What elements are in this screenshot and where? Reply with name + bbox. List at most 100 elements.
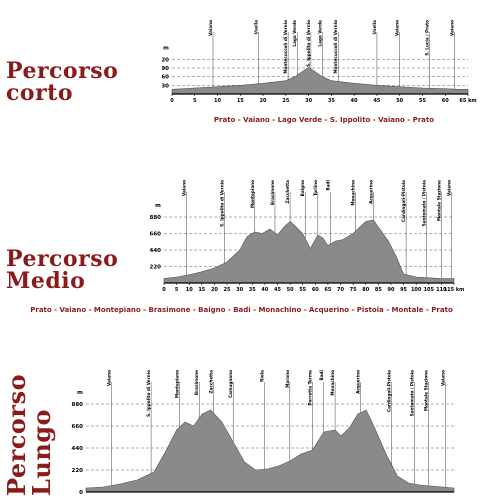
waypoint-label: S. Ippolito di Vernio bbox=[146, 370, 151, 417]
x-tick-label: 15 bbox=[198, 287, 205, 293]
elevation-chart-medio: 220 440 660 880 m Vaiano S. Ippolito di Vernio… bbox=[150, 179, 465, 293]
title-percorso-lungo: Percorso Lungo bbox=[2, 373, 56, 496]
elevation-area bbox=[171, 66, 469, 95]
waypoint-label: Montale Stazione bbox=[424, 370, 429, 411]
x-tick-label: 60 bbox=[442, 98, 449, 104]
waypoint-label: Vaiano bbox=[208, 20, 213, 36]
x-tick-label: 50 bbox=[396, 98, 403, 104]
y-tick-label: 220 bbox=[72, 468, 84, 474]
x-tick-label: 40 bbox=[351, 98, 358, 104]
x-tick-label: 115 km bbox=[444, 287, 465, 293]
x-tick-label: 30 bbox=[236, 287, 243, 293]
y-tick-label: 440 bbox=[72, 446, 84, 452]
x-tick-label: 75 bbox=[350, 287, 357, 293]
y-tick-label: 520 bbox=[162, 57, 169, 63]
waypoint-label: Torlino bbox=[313, 180, 318, 196]
x-tick-label: 45 bbox=[373, 98, 380, 104]
waypoint-label: Badi bbox=[319, 369, 324, 380]
waypoint-label: Monachino bbox=[351, 180, 356, 206]
elevation-chart-corto: 130260390520mVaianoUsellaMontecuccoli di… bbox=[162, 20, 477, 104]
x-tick-label: 20 bbox=[260, 98, 267, 104]
y-tick-label: 390 bbox=[162, 66, 169, 72]
x-tick-label: 25 bbox=[282, 98, 289, 104]
waypoint-label: Santomato / Pistoia bbox=[421, 180, 426, 227]
x-tick-label: 65 km bbox=[459, 98, 476, 104]
elevation-chart-lungo: 0 220 440 660 880 m Vaiano S. Ippolito di Verni… bbox=[72, 369, 455, 496]
y-tick-label: 660 bbox=[150, 232, 161, 238]
y-unit-label: m bbox=[163, 45, 169, 51]
x-tick-label: 15 bbox=[237, 98, 244, 104]
waypoint-label: Baigno bbox=[300, 180, 305, 196]
title-percorso-medio: Percorso Medio bbox=[6, 248, 118, 292]
waypoint-label: Montale Stazione bbox=[436, 180, 441, 221]
route-caption-corto: Prato - Vaiano - Lago Verde - S. Ippolit… bbox=[213, 116, 435, 124]
waypoint-label: Cardingoli-Pistoia bbox=[387, 370, 392, 412]
waypoint-label: Cardingoli-Pistoia bbox=[401, 180, 406, 222]
x-tick-label: 85 bbox=[375, 287, 382, 293]
title-line-1: Percorso bbox=[2, 373, 31, 496]
y-tick-label: 880 bbox=[72, 402, 84, 408]
waypoint-label: Camugnano bbox=[228, 370, 233, 398]
x-tick-label: 55 bbox=[419, 98, 426, 104]
waypoint-label: S. Lucia / Prato bbox=[424, 20, 429, 56]
waypoint-label: Zacchetta bbox=[208, 370, 213, 394]
waypoint-label: Monachino bbox=[330, 370, 335, 396]
x-tick-label: 20 bbox=[211, 287, 218, 293]
x-tick-label: 25 bbox=[224, 287, 231, 293]
title-line-1: Percorso bbox=[6, 246, 119, 272]
x-tick-label: 10 bbox=[186, 287, 193, 293]
title-percorso-lungo-wrap: Percorso Lungo bbox=[0, 358, 56, 500]
y-unit-label: m bbox=[77, 390, 83, 396]
waypoint-label: Lago Verde bbox=[317, 20, 322, 47]
x-tick-label: 65 bbox=[324, 287, 331, 293]
x-tick-label: 40 bbox=[261, 287, 268, 293]
x-tick-label: 90 bbox=[387, 287, 394, 293]
waypoint-label: Lago Verde bbox=[292, 20, 297, 47]
x-tick-label: 0 bbox=[162, 287, 166, 293]
waypoint-label: Usella bbox=[254, 20, 259, 35]
y-tick-label: 260 bbox=[162, 75, 169, 81]
waypoint-label: Vaiano bbox=[182, 180, 187, 196]
elevation-area bbox=[85, 409, 455, 493]
x-tick-label: 35 bbox=[249, 287, 256, 293]
x-tick-label: 60 bbox=[312, 287, 319, 293]
x-tick-label: 5 bbox=[193, 98, 197, 104]
title-line-1: Percorso bbox=[6, 58, 119, 84]
x-tick-label: 110 bbox=[436, 287, 447, 293]
waypoint-label: Usella bbox=[372, 20, 377, 35]
y-tick-label: 660 bbox=[72, 424, 84, 430]
waypoint-label: Montecuccoli di Vernio bbox=[283, 20, 288, 74]
waypoint-label: Badi bbox=[325, 179, 330, 190]
waypoint-label: Montecuccoli di Vernio bbox=[333, 20, 338, 74]
waypoint-label: Vaiano bbox=[441, 370, 446, 386]
x-tick-label: 45 bbox=[274, 287, 281, 293]
x-tick-label: 95 bbox=[400, 287, 407, 293]
waypoint-label: S. Ippolito di Vernio bbox=[306, 20, 311, 67]
route-caption-medio: Prato - Vaiano - Montepiano - Brasimone … bbox=[30, 306, 453, 314]
title-line-2: corto bbox=[6, 80, 73, 106]
waypoint-label: Vaiano bbox=[395, 20, 400, 36]
waypoint-label: Zacchetta bbox=[285, 180, 290, 204]
waypoint-label: Acquerino bbox=[368, 180, 373, 204]
waypoint-label: S. Ippolito di Vernio bbox=[220, 180, 225, 227]
waypoint-label: Porretta Terme bbox=[307, 370, 312, 406]
waypoint-label: Montepiano bbox=[174, 370, 179, 398]
waypoint-label: Vaiano bbox=[106, 370, 111, 386]
x-tick-label: 10 bbox=[214, 98, 221, 104]
x-tick-label: 70 bbox=[337, 287, 344, 293]
waypoint-label: Vaiano bbox=[446, 180, 451, 196]
x-tick-label: 100 bbox=[411, 287, 422, 293]
waypoint-label: Marano bbox=[285, 370, 290, 388]
waypoint-label: Acquerino bbox=[356, 370, 361, 394]
elevation-area bbox=[163, 219, 455, 284]
x-tick-label: 105 bbox=[424, 287, 435, 293]
y-tick-label: 440 bbox=[150, 248, 161, 254]
waypoint-label: Brasimone bbox=[270, 180, 275, 205]
title-percorso-corto: Percorso corto bbox=[6, 60, 118, 104]
y-tick-label: 880 bbox=[150, 215, 161, 221]
waypoint-label: Montepiano bbox=[250, 180, 255, 208]
waypoint-label: Santomato / Pistoia bbox=[409, 370, 414, 417]
title-line-2: Lungo bbox=[27, 408, 56, 496]
y-tick-label: 220 bbox=[150, 265, 161, 271]
x-tick-label: 50 bbox=[287, 287, 294, 293]
